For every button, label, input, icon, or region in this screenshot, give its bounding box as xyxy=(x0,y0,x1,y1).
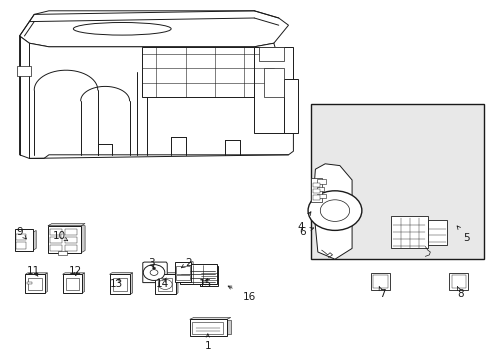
Polygon shape xyxy=(189,318,230,319)
Circle shape xyxy=(307,191,361,230)
Polygon shape xyxy=(109,273,132,274)
Polygon shape xyxy=(62,273,84,274)
Bar xyxy=(264,68,283,97)
Polygon shape xyxy=(48,224,85,226)
Bar xyxy=(312,195,320,200)
Text: 16: 16 xyxy=(242,292,256,302)
Bar xyxy=(310,104,483,259)
Bar xyxy=(109,274,130,294)
Polygon shape xyxy=(175,273,178,294)
Polygon shape xyxy=(142,262,167,283)
Circle shape xyxy=(143,265,164,280)
Bar xyxy=(259,47,283,61)
Text: 2: 2 xyxy=(184,258,191,268)
Circle shape xyxy=(158,279,172,289)
Bar xyxy=(316,194,325,198)
Polygon shape xyxy=(33,230,36,250)
Bar xyxy=(283,79,298,133)
Text: 8: 8 xyxy=(456,289,463,299)
Bar xyxy=(451,275,465,288)
Bar xyxy=(175,262,190,282)
Text: 1: 1 xyxy=(204,341,211,351)
Bar xyxy=(64,245,77,251)
Bar xyxy=(176,266,189,274)
Polygon shape xyxy=(130,273,132,294)
Text: 6: 6 xyxy=(298,227,305,237)
Polygon shape xyxy=(312,164,351,259)
Text: 5: 5 xyxy=(463,233,469,243)
Polygon shape xyxy=(45,273,47,293)
Polygon shape xyxy=(190,262,193,282)
Text: 15: 15 xyxy=(198,279,212,289)
Bar xyxy=(64,229,77,235)
Polygon shape xyxy=(20,36,293,158)
Ellipse shape xyxy=(73,22,171,35)
Bar xyxy=(370,273,389,290)
Bar xyxy=(176,275,189,280)
Bar xyxy=(16,242,26,249)
Bar xyxy=(155,274,175,294)
Bar xyxy=(142,47,273,97)
Bar xyxy=(158,278,172,292)
Bar xyxy=(17,66,31,76)
Bar xyxy=(191,322,223,334)
Bar xyxy=(25,274,45,293)
Bar xyxy=(112,278,127,292)
Bar xyxy=(373,275,386,288)
Bar xyxy=(50,229,62,235)
Text: 13: 13 xyxy=(109,279,123,289)
Text: 14: 14 xyxy=(155,279,169,289)
Bar xyxy=(226,320,230,334)
Bar xyxy=(64,237,77,243)
Bar xyxy=(50,237,62,243)
Bar xyxy=(311,178,322,202)
Bar xyxy=(312,189,320,193)
Circle shape xyxy=(150,270,158,275)
Bar xyxy=(28,278,42,290)
Text: 4: 4 xyxy=(297,222,304,232)
Bar xyxy=(448,273,467,290)
Circle shape xyxy=(320,200,349,221)
Polygon shape xyxy=(20,11,288,47)
Bar xyxy=(65,278,79,290)
Text: 12: 12 xyxy=(69,266,82,276)
Polygon shape xyxy=(155,273,178,274)
Bar xyxy=(316,179,325,184)
Text: 9: 9 xyxy=(16,227,23,237)
Bar xyxy=(58,251,67,255)
Bar xyxy=(390,216,427,248)
Circle shape xyxy=(152,267,155,269)
Bar xyxy=(48,226,81,253)
Bar xyxy=(15,229,33,251)
Polygon shape xyxy=(81,226,85,253)
Bar xyxy=(180,264,216,284)
Polygon shape xyxy=(82,273,84,293)
Bar xyxy=(254,47,293,133)
Bar xyxy=(50,245,62,251)
Bar xyxy=(16,234,26,240)
Text: 11: 11 xyxy=(26,266,40,276)
Bar xyxy=(189,319,226,336)
Text: 7: 7 xyxy=(378,289,385,299)
Bar xyxy=(199,266,218,286)
Bar xyxy=(312,183,320,187)
Text: 3: 3 xyxy=(148,258,155,268)
Polygon shape xyxy=(25,273,47,274)
Text: 10: 10 xyxy=(53,231,66,241)
Bar xyxy=(316,187,324,191)
Bar xyxy=(62,274,82,293)
Bar xyxy=(427,220,447,245)
Bar xyxy=(27,282,32,284)
